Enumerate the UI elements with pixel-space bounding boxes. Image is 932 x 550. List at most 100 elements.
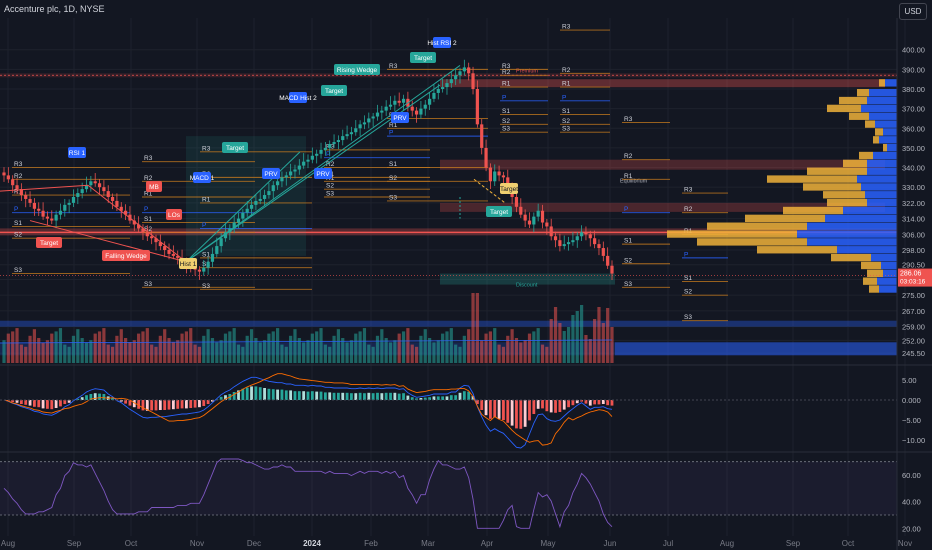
volume-bar: [588, 339, 592, 363]
candle-body: [267, 191, 271, 196]
signal-label: [314, 168, 332, 179]
candle-body: [367, 118, 371, 123]
macd-hist-bar: [59, 400, 62, 407]
macd-hist-bar: [523, 400, 527, 427]
currency-button[interactable]: USD: [899, 3, 927, 20]
volume-bar: [306, 340, 310, 363]
candle-body: [475, 89, 479, 125]
profile-sell-bar: [867, 96, 897, 105]
target-label-text: Target: [414, 55, 432, 62]
macd-hist-bar: [202, 400, 206, 406]
macd-hist-bar: [328, 392, 332, 400]
x-tick-label: Aug: [1, 539, 15, 548]
premium-label: Premium: [516, 68, 538, 74]
wedge-line: [87, 184, 187, 263]
supply-zone: [440, 159, 885, 170]
profile-sell-bar: [873, 151, 897, 160]
volume-bar: [289, 335, 293, 363]
volume-bar: [110, 346, 115, 363]
candle-body: [384, 106, 388, 111]
candle-body: [24, 195, 28, 199]
y-tick-label: 322.00: [902, 199, 925, 208]
y-tick-label: 400.00: [902, 46, 925, 55]
profile-sell-bar: [807, 238, 897, 246]
profile-sell-bar: [869, 112, 897, 120]
candle-body: [315, 153, 319, 156]
mb-label: [146, 181, 162, 192]
pivot-label: R1: [144, 191, 153, 198]
profile-sell-bar: [883, 128, 897, 136]
volume-bar: [258, 342, 262, 363]
volume-bar: [553, 307, 558, 363]
profile-buy-bar: [861, 261, 881, 270]
volume-bar: [67, 346, 71, 363]
volume-bar: [367, 344, 371, 363]
volume-bar: [193, 344, 197, 363]
profile-sell-bar: [881, 261, 897, 270]
candle-body: [197, 269, 202, 272]
pivot-label: R1: [502, 81, 511, 88]
candle-body: [262, 195, 267, 199]
profile-buy-bar: [865, 120, 875, 128]
macd-hist-bar: [571, 400, 575, 406]
macd-hist-bar: [289, 390, 293, 400]
volume-bar: [102, 328, 106, 363]
macd-hist-bar: [337, 392, 340, 400]
macd-hist-bar: [250, 386, 253, 400]
y-tick-label: 330.00: [902, 183, 925, 192]
candle-body: [158, 242, 162, 247]
volume-bar: [384, 338, 388, 363]
volume-bar: [501, 346, 506, 363]
target-label: [321, 85, 347, 96]
chart-title: Accenture plc, 1D, NYSE: [4, 4, 105, 14]
candle-body: [11, 179, 15, 186]
macd-hist-bar: [341, 392, 345, 400]
macd-hist-bar: [515, 400, 518, 429]
macd-hist-bar: [484, 400, 488, 416]
candle-body: [280, 177, 284, 182]
candle-body: [336, 140, 340, 143]
candle-body: [176, 255, 180, 258]
volume-bar: [484, 333, 488, 363]
macd-hist-bar: [393, 392, 397, 400]
candle-body: [232, 222, 236, 229]
volume-bar: [454, 344, 458, 363]
macd-hist-bar: [124, 400, 127, 404]
volume-bar: [506, 335, 510, 363]
candle-body: [310, 155, 314, 160]
profile-buy-bar: [803, 183, 861, 191]
macd-hist-bar: [63, 400, 67, 404]
macd-hist-bar: [241, 388, 245, 400]
candle-body: [271, 185, 275, 192]
candle-body: [362, 122, 367, 125]
profile-sell-bar: [885, 79, 897, 87]
volume-bar: [106, 344, 110, 363]
candle-body: [388, 104, 393, 107]
volume-bar: [549, 319, 553, 363]
candle-body: [532, 216, 536, 225]
macd-hist-bar: [402, 393, 405, 400]
pivot-label: R1: [14, 189, 23, 196]
y-tick-label: 259.00: [902, 323, 925, 332]
x-tick-label: Aug: [720, 539, 734, 548]
target-label: [500, 183, 518, 194]
signal-label-text: PRV: [316, 171, 330, 178]
profile-buy-bar: [667, 230, 797, 238]
candle-body: [454, 75, 458, 80]
macd-tick-label: 0.000: [902, 396, 921, 405]
volume-bar: [375, 335, 380, 363]
volume-bar: [219, 340, 223, 363]
macd-tick-label: −10.00: [902, 436, 925, 445]
volume-bar: [280, 344, 284, 363]
volume-bar: [467, 329, 471, 363]
candle-body: [284, 175, 288, 178]
macd-hist-bar: [462, 391, 466, 400]
volume-bar: [536, 328, 540, 363]
volume-bar: [171, 342, 175, 363]
rsi-pane: 60.00 40.00 20.00: [0, 458, 921, 533]
macd-hist-bar: [211, 400, 214, 402]
macd-hist-bar: [206, 400, 210, 404]
pivot-label: S1: [202, 251, 210, 258]
macd-hist-bar: [567, 400, 570, 408]
